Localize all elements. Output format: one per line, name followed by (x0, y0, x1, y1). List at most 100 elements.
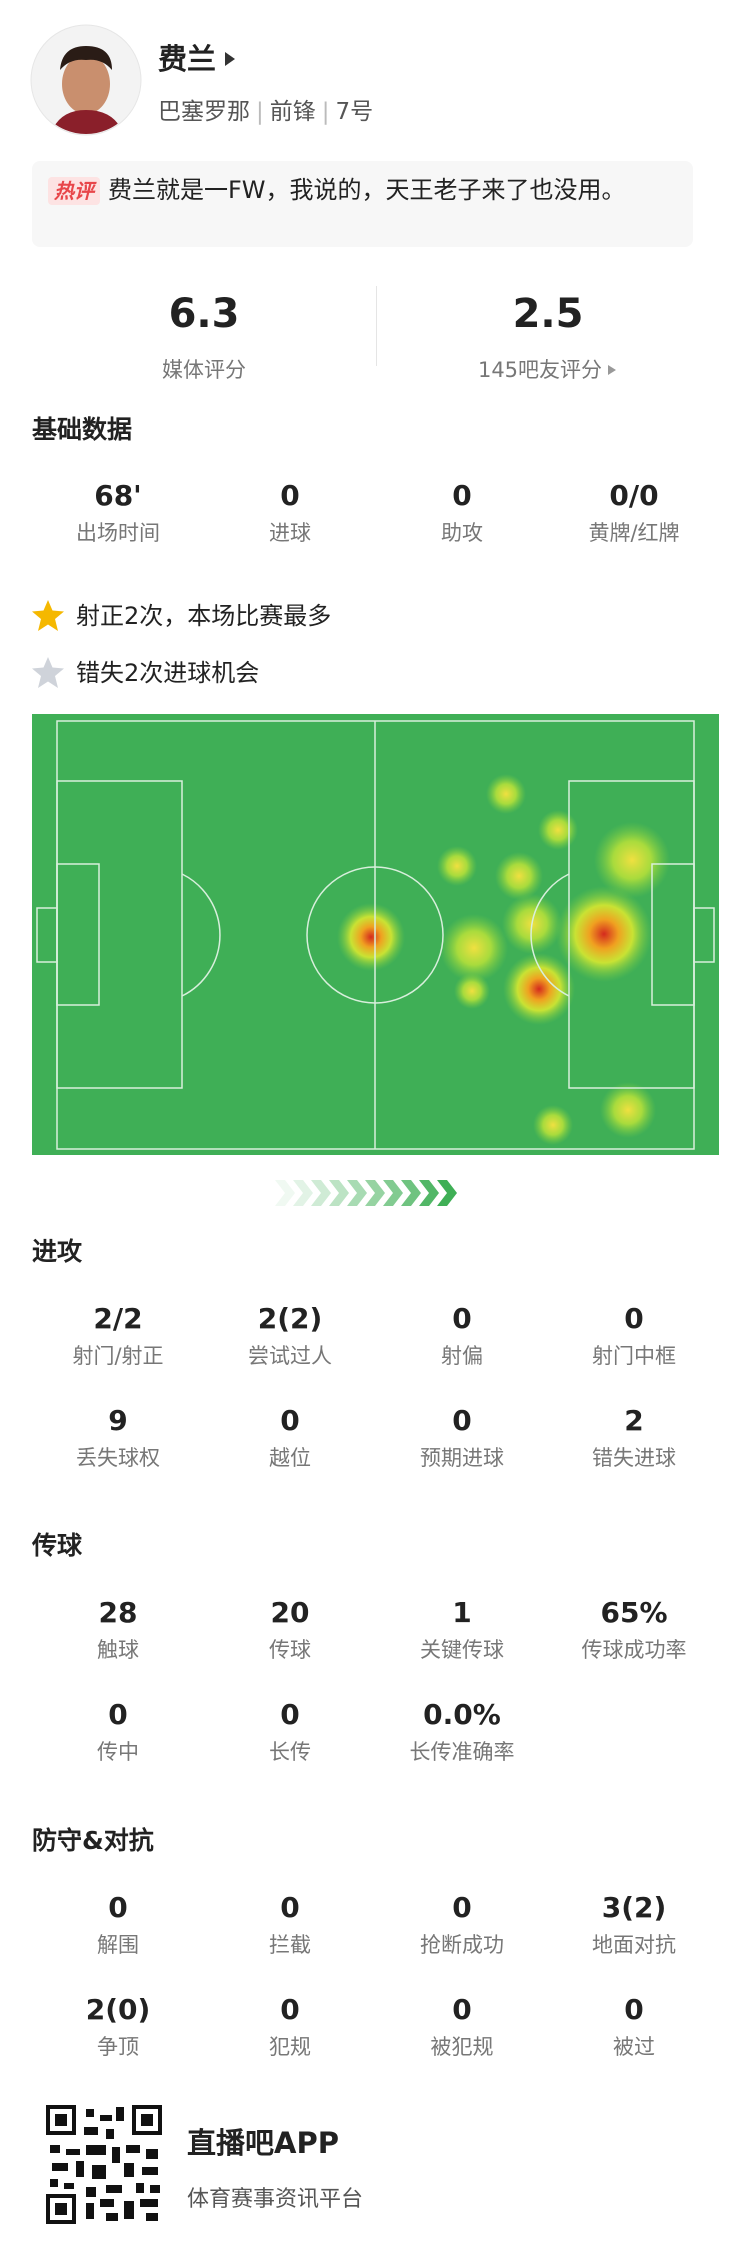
player-name[interactable]: 费兰 (158, 36, 238, 78)
stat: 3(2) 地面对抗 (548, 1888, 720, 1990)
section-stats: 2/2 射门/射正 2(2) 尝试过人 0 射偏 0 射门中框 9 丢失球权 0 越位 0 预期进球 2 错失… (32, 1299, 720, 1503)
stat-value: 0 (280, 1404, 300, 1437)
stat: 2 错失进球 (548, 1401, 720, 1503)
star-icon (32, 600, 64, 631)
stat-value: 28 (98, 1596, 138, 1629)
rating-value: 2.5 (512, 291, 584, 337)
stat: 0 射门中框 (548, 1299, 720, 1401)
stat-label: 关键传球 (420, 1638, 504, 1662)
stat-label: 越位 (269, 1446, 311, 1470)
fan-rating[interactable]: 2.5 145吧友评分 (376, 286, 720, 384)
stat-label: 预期进球 (420, 1446, 504, 1470)
stat: 0 长传 (204, 1695, 376, 1797)
stat-value: 2 (624, 1404, 644, 1437)
name: 费兰 (158, 42, 217, 76)
stat-label: 犯规 (269, 2035, 311, 2059)
stat-label: 传中 (97, 1740, 139, 1764)
stat-value: 0 (452, 479, 472, 512)
stat-label: 射门中框 (592, 1344, 676, 1368)
qr-code (46, 2105, 162, 2224)
stat-label: 长传准确率 (409, 1740, 515, 1764)
stat-value: 0 (624, 1993, 644, 2026)
stat: 0.0% 长传准确率 (376, 1695, 548, 1797)
hot-comment: 热评 费兰就是一FW，我说的，天王老子来了也没用。 (32, 161, 693, 247)
stat-label: 传球成功率 (581, 1638, 687, 1662)
stat: 28 触球 (32, 1593, 204, 1695)
stat-value: 3(2) (601, 1891, 667, 1924)
pitch-lines (36, 720, 715, 1150)
stat: 0 传中 (32, 1695, 204, 1797)
ratings: 6.3 媒体评分 2.5 145吧友评分 (32, 286, 720, 386)
section-title: 防守&对抗 (32, 1826, 154, 1855)
stat: 2(0) 争顶 (32, 1990, 204, 2092)
heatmap (32, 714, 719, 1155)
stat-label: 出场时间 (76, 521, 160, 545)
section-title: 传球 (32, 1531, 83, 1560)
stat: 0 被过 (548, 1990, 720, 2092)
stat-label: 解围 (97, 1933, 139, 1957)
stat-label: 传球 (269, 1638, 311, 1662)
divider (376, 286, 377, 366)
stat-label: 尝试过人 (248, 1344, 332, 1368)
stat-value: 0 (280, 1698, 300, 1731)
number: 7号 (335, 99, 374, 125)
stat-value: 0.0% (423, 1698, 501, 1731)
stat: 0 犯规 (204, 1990, 376, 2092)
position: 前锋 (269, 99, 316, 125)
basic-stats: 68' 出场时间 0 进球 0 助攻 0/0 黄牌/红牌 (32, 476, 720, 578)
team: 巴塞罗那 (158, 99, 250, 125)
stat-label: 长传 (269, 1740, 311, 1764)
app-name: 直播吧APP (187, 2126, 339, 2160)
stat: 0 抢断成功 (376, 1888, 548, 1990)
stat: 0 拦截 (204, 1888, 376, 1990)
stat-value: 65% (600, 1596, 668, 1629)
stat-value: 2(0) (85, 1993, 151, 2026)
stat-value: 0 (452, 1404, 472, 1437)
stat-value: 20 (270, 1596, 310, 1629)
stat-value: 0 (280, 1891, 300, 1924)
comment-text: 费兰就是一FW，我说的，天王老子来了也没用。 (108, 176, 626, 204)
stat-value: 0 (108, 1698, 128, 1731)
stat-value: 0 (452, 1891, 472, 1924)
stat-value: 1 (452, 1596, 472, 1629)
stat: 2(2) 尝试过人 (204, 1299, 376, 1401)
section-stats: 28 触球 20 传球 1 关键传球 65% 传球成功率 0 传中 0 长传 0.0% 长传准确率 (32, 1593, 720, 1797)
stat: 0 解围 (32, 1888, 204, 1990)
stat-value: 0 (280, 479, 300, 512)
stat-value: 0 (452, 1302, 472, 1335)
stat-value: 9 (108, 1404, 128, 1437)
stat-label: 抢断成功 (420, 1933, 504, 1957)
section-title: 基础数据 (32, 415, 133, 444)
comment-tag: 热评 (48, 177, 100, 205)
stat: 0 越位 (204, 1401, 376, 1503)
stat-label: 被过 (613, 2035, 655, 2059)
player-info: 巴塞罗那 | 前锋 | 7号 (158, 99, 374, 125)
stat-label: 射偏 (441, 1344, 483, 1368)
stat: 0 射偏 (376, 1299, 548, 1401)
section-title: 进攻 (32, 1237, 83, 1266)
stat-value: 2(2) (257, 1302, 323, 1335)
star-icon (32, 657, 64, 688)
stat: 65% 传球成功率 (548, 1593, 720, 1695)
stat-value: 0 (624, 1302, 644, 1335)
stat: 68' 出场时间 (32, 476, 204, 578)
rating-label: 媒体评分 (162, 358, 246, 382)
stat: 20 传球 (204, 1593, 376, 1695)
stat-label: 助攻 (441, 521, 483, 545)
avatar (30, 24, 142, 136)
stat-value: 0/0 (609, 479, 659, 512)
app-slogan: 体育赛事资讯平台 (187, 2187, 364, 2212)
stat-label: 进球 (269, 521, 311, 545)
stat-label: 错失进球 (592, 1446, 676, 1470)
stat-label: 丢失球权 (76, 1446, 160, 1470)
stat-label: 触球 (97, 1638, 139, 1662)
stat: 1 关键传球 (376, 1593, 548, 1695)
stat: 2/2 射门/射正 (32, 1299, 204, 1401)
stat: 0 助攻 (376, 476, 548, 578)
rating-label: 145吧友评分 (477, 358, 603, 382)
heat-blobs (337, 774, 670, 1145)
stat-value: 68' (94, 479, 142, 512)
media-rating: 6.3 媒体评分 (32, 286, 376, 384)
stat-label: 射门/射正 (72, 1344, 164, 1368)
